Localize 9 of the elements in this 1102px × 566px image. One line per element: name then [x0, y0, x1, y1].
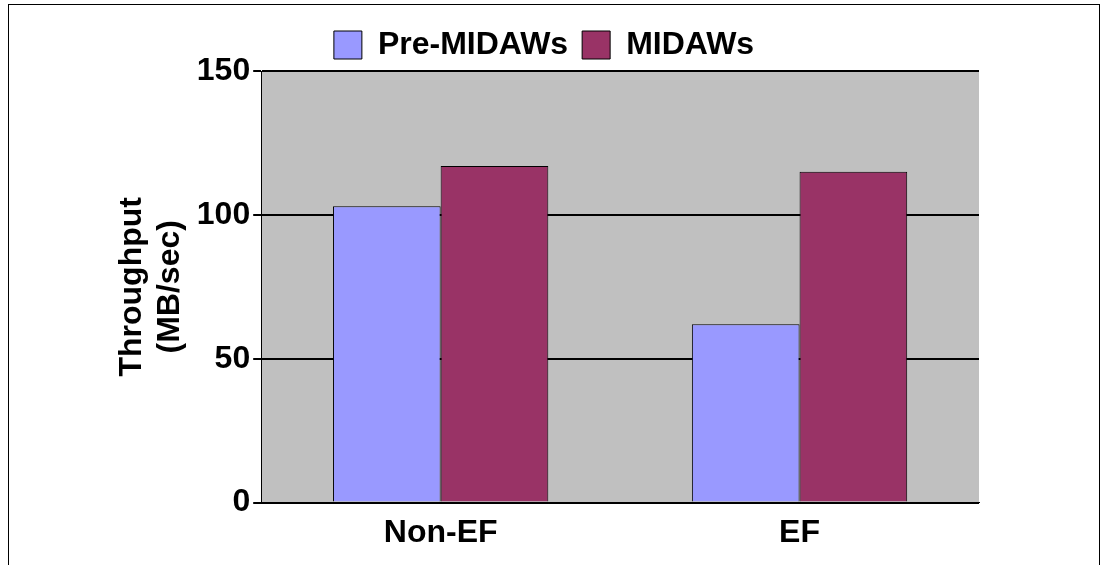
- y-tick-label: 100: [196, 194, 251, 231]
- y-tick-label: 150: [196, 50, 251, 87]
- y-tick-label: 50: [214, 338, 251, 375]
- legend-label: Pre-MIDAWs: [377, 24, 569, 61]
- x-tick-label: EF: [779, 512, 820, 549]
- x-tick-label: Non-EF: [383, 512, 498, 549]
- y-axis-title: Throughput (MB/sec): [112, 196, 187, 377]
- y-tick-label: 0: [232, 482, 251, 519]
- legend-label: MIDAWs: [626, 24, 755, 61]
